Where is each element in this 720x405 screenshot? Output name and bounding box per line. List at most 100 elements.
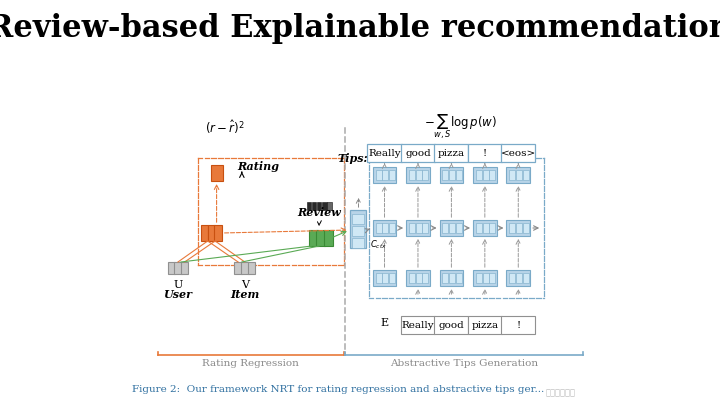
FancyBboxPatch shape <box>376 170 382 180</box>
Text: pizza: pizza <box>472 320 498 330</box>
FancyBboxPatch shape <box>323 230 333 246</box>
Text: !: ! <box>516 320 521 330</box>
FancyBboxPatch shape <box>352 226 364 236</box>
FancyBboxPatch shape <box>312 202 316 210</box>
FancyBboxPatch shape <box>434 144 469 162</box>
FancyBboxPatch shape <box>506 270 530 286</box>
FancyBboxPatch shape <box>509 170 516 180</box>
FancyBboxPatch shape <box>506 220 530 236</box>
Text: $-\sum_{w,S} \log p(w)$: $-\sum_{w,S} \log p(w)$ <box>424 113 497 141</box>
FancyBboxPatch shape <box>501 316 536 334</box>
Text: Item: Item <box>230 290 259 301</box>
Text: Really: Really <box>368 149 401 158</box>
FancyBboxPatch shape <box>456 170 462 180</box>
FancyBboxPatch shape <box>235 262 242 274</box>
FancyBboxPatch shape <box>174 262 181 274</box>
FancyBboxPatch shape <box>389 170 395 180</box>
FancyBboxPatch shape <box>382 273 388 283</box>
Text: E: E <box>380 318 389 328</box>
FancyBboxPatch shape <box>406 167 430 183</box>
FancyBboxPatch shape <box>509 223 516 233</box>
FancyBboxPatch shape <box>415 273 422 283</box>
FancyBboxPatch shape <box>352 214 364 224</box>
FancyBboxPatch shape <box>516 273 522 283</box>
FancyBboxPatch shape <box>389 273 395 283</box>
Text: Really: Really <box>402 320 434 330</box>
Text: Tips:: Tips: <box>338 153 368 164</box>
Text: Rating Regression: Rating Regression <box>202 360 300 369</box>
FancyBboxPatch shape <box>207 225 215 241</box>
FancyBboxPatch shape <box>443 223 449 233</box>
FancyBboxPatch shape <box>423 273 428 283</box>
Text: Review-based Explainable recommendation: Review-based Explainable recommendation <box>0 13 720 43</box>
FancyBboxPatch shape <box>523 273 528 283</box>
FancyBboxPatch shape <box>449 170 455 180</box>
FancyBboxPatch shape <box>215 225 222 241</box>
FancyBboxPatch shape <box>328 202 332 210</box>
FancyBboxPatch shape <box>468 316 502 334</box>
FancyBboxPatch shape <box>382 170 388 180</box>
FancyBboxPatch shape <box>516 170 522 180</box>
FancyBboxPatch shape <box>241 262 248 274</box>
FancyBboxPatch shape <box>506 167 530 183</box>
Text: User: User <box>163 290 192 301</box>
FancyBboxPatch shape <box>376 273 382 283</box>
FancyBboxPatch shape <box>482 223 489 233</box>
FancyBboxPatch shape <box>316 230 325 246</box>
FancyBboxPatch shape <box>350 210 366 248</box>
FancyBboxPatch shape <box>406 220 430 236</box>
Text: V: V <box>240 280 249 290</box>
FancyBboxPatch shape <box>473 220 497 236</box>
FancyBboxPatch shape <box>490 170 495 180</box>
FancyBboxPatch shape <box>443 170 449 180</box>
FancyBboxPatch shape <box>439 270 463 286</box>
FancyBboxPatch shape <box>248 262 255 274</box>
Text: 智能推荐系统: 智能推荐系统 <box>546 388 575 397</box>
Text: U: U <box>174 280 183 290</box>
FancyBboxPatch shape <box>415 223 422 233</box>
FancyBboxPatch shape <box>476 273 482 283</box>
FancyBboxPatch shape <box>456 223 462 233</box>
FancyBboxPatch shape <box>443 273 449 283</box>
FancyBboxPatch shape <box>523 170 528 180</box>
FancyBboxPatch shape <box>476 170 482 180</box>
FancyBboxPatch shape <box>352 238 364 248</box>
FancyBboxPatch shape <box>423 223 428 233</box>
FancyBboxPatch shape <box>501 144 536 162</box>
Text: Abstractive Tips Generation: Abstractive Tips Generation <box>390 360 538 369</box>
FancyBboxPatch shape <box>449 273 455 283</box>
FancyBboxPatch shape <box>439 220 463 236</box>
Text: Review: Review <box>297 207 341 219</box>
FancyBboxPatch shape <box>468 144 502 162</box>
Text: !: ! <box>483 149 487 158</box>
FancyBboxPatch shape <box>309 230 318 246</box>
FancyBboxPatch shape <box>423 170 428 180</box>
FancyBboxPatch shape <box>439 167 463 183</box>
FancyBboxPatch shape <box>373 167 397 183</box>
FancyBboxPatch shape <box>434 316 469 334</box>
FancyBboxPatch shape <box>415 170 422 180</box>
FancyBboxPatch shape <box>389 223 395 233</box>
Text: $C_{ctx}$: $C_{ctx}$ <box>370 239 387 251</box>
FancyBboxPatch shape <box>317 202 321 210</box>
FancyBboxPatch shape <box>523 223 528 233</box>
FancyBboxPatch shape <box>409 273 415 283</box>
FancyBboxPatch shape <box>473 270 497 286</box>
FancyBboxPatch shape <box>482 170 489 180</box>
FancyBboxPatch shape <box>168 262 175 274</box>
FancyBboxPatch shape <box>201 225 208 241</box>
FancyBboxPatch shape <box>401 316 435 334</box>
FancyBboxPatch shape <box>490 223 495 233</box>
FancyBboxPatch shape <box>307 202 311 210</box>
Text: $(r-\hat{r})^2$: $(r-\hat{r})^2$ <box>205 118 245 136</box>
FancyBboxPatch shape <box>482 273 489 283</box>
FancyBboxPatch shape <box>476 223 482 233</box>
Text: Rating: Rating <box>238 162 279 173</box>
FancyBboxPatch shape <box>449 223 455 233</box>
FancyBboxPatch shape <box>490 273 495 283</box>
FancyBboxPatch shape <box>409 223 415 233</box>
FancyBboxPatch shape <box>509 273 516 283</box>
FancyBboxPatch shape <box>516 223 522 233</box>
FancyBboxPatch shape <box>181 262 189 274</box>
FancyBboxPatch shape <box>367 144 402 162</box>
